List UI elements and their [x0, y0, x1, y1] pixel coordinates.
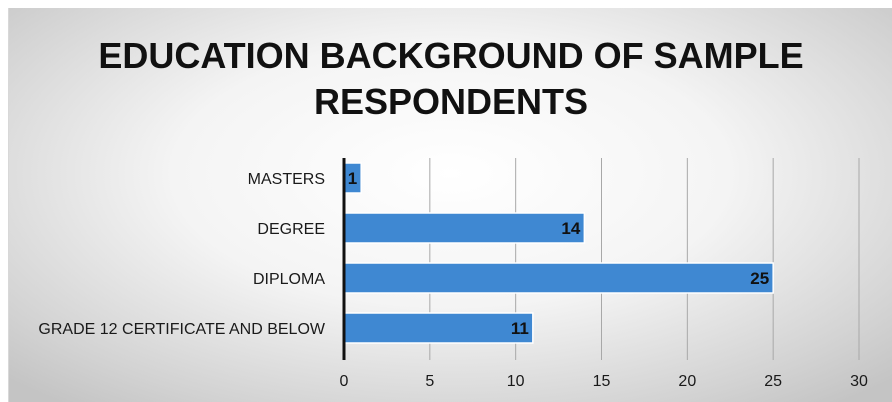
- x-tick-label: 15: [593, 373, 611, 390]
- data-label: 25: [750, 269, 769, 288]
- x-tick-label: 10: [507, 373, 525, 390]
- data-label: 11: [511, 319, 529, 338]
- x-tick-label: 25: [764, 373, 782, 390]
- x-tick-label: 30: [850, 373, 868, 390]
- chart-area: EDUCATION BACKGROUND OF SAMPLE RESPONDEN…: [8, 8, 892, 402]
- x-tick-label: 0: [340, 373, 349, 390]
- data-label: 1: [348, 169, 357, 188]
- category-label: GRADE 12 CERTIFICATE AND BELOW: [38, 321, 325, 338]
- x-tick-label: 5: [425, 373, 434, 390]
- bar: [343, 212, 586, 244]
- bars: 1 14 25 11: [343, 162, 774, 344]
- bar-chart: EDUCATION BACKGROUND OF SAMPLE RESPONDEN…: [38, 35, 868, 390]
- chart-title-line-2: RESPONDENTS: [314, 81, 588, 122]
- chart-title-line-1: EDUCATION BACKGROUND OF SAMPLE: [98, 35, 803, 76]
- category-label: MASTERS: [248, 171, 325, 188]
- category-label: DIPLOMA: [253, 271, 325, 288]
- category-labels: MASTERS DEGREE DIPLOMA GRADE 12 CERTIFICATE…: [38, 171, 325, 338]
- category-label: DEGREE: [257, 221, 325, 238]
- bar: [343, 262, 774, 294]
- bar: [343, 312, 534, 344]
- data-label: 14: [561, 219, 580, 238]
- x-tick-label: 20: [678, 373, 696, 390]
- x-tick-labels: 0 5 10 15 20 25 30: [340, 373, 868, 390]
